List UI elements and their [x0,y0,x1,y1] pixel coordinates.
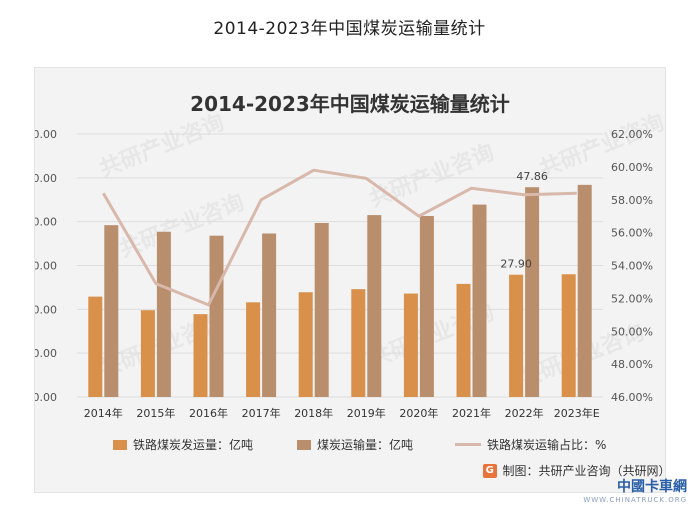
left-tick-label: 20.00 [35,303,57,316]
legend-item-rail: 铁路煤炭发运量：亿吨 [113,436,253,453]
bar-rail-coal-shipment [403,293,418,397]
bar-coal-transport-volume [262,233,277,397]
source-logo-icon: G [483,463,497,478]
right-tick-label: 60.00% [611,161,653,174]
chart-card: 共研产业咨询 共研产业咨询 共研产业咨询 共研产业咨询 共研产业咨询 共研产业咨… [34,67,671,493]
legend-line-ratio [455,443,481,446]
chart-title: 2014-2023年中国煤炭运输量统计 [190,92,510,116]
right-tick-label: 58.00% [611,194,653,207]
bar-rail-coal-shipment [140,310,155,397]
legend-label-coal: 煤炭运输量：亿吨 [317,438,414,452]
bar-rail-coal-shipment [246,302,261,397]
source-label: 制图：共研产业咨询（共研网） [502,464,671,478]
source-note: G 制图：共研产业咨询（共研网） [483,462,671,479]
right-tick-label: 46.00% [611,391,653,404]
right-tick-label: 62.00% [611,128,653,141]
bar-coal-transport-volume [367,215,382,397]
x-tick-label: 2023年E [554,406,600,420]
site-badge: 中國卡車網 WWW.CHINATRUCK.ORG [583,476,687,504]
left-tick-label: 50.00 [35,172,57,185]
x-tick-label: 2018年 [294,406,333,420]
badge-sub-text: WWW.CHINATRUCK.ORG [583,496,687,504]
bar-coal-transport-volume [419,215,434,397]
right-tick-label: 48.00% [611,358,653,371]
combo-chart: 0.00 10.00 20.00 30.00 40.00 50.00 60.00 46.00%… [35,128,653,420]
page-title: 2014-2023年中国煤炭运输量统计 [213,19,486,39]
left-tick-label: 40.00 [35,216,57,229]
bar-coal-transport-volume [577,184,592,397]
right-tick-label: 54.00% [611,260,653,273]
x-tick-label: 2021年 [452,406,491,420]
x-tick-label: 2020年 [399,406,438,420]
data-label: 47.86 [516,170,548,183]
legend-item-ratio: 铁路煤炭运输占比：% [455,436,606,453]
legend-swatch-coal [297,439,311,450]
left-tick-label: 60.00 [35,128,57,141]
legend-swatch-rail [113,439,127,450]
left-tick-label: 30.00 [35,260,57,273]
data-label: 27.90 [500,258,532,271]
bar-rail-coal-shipment [561,274,576,397]
bar-rail-coal-shipment [193,314,208,397]
bar-coal-transport-volume [472,204,487,397]
bar-coal-transport-volume [209,235,224,397]
bar-rail-coal-shipment [456,283,471,397]
bar-coal-transport-volume [314,222,329,397]
legend-label-rail: 铁路煤炭发运量：亿吨 [133,438,254,452]
legend-item-coal: 煤炭运输量：亿吨 [297,436,413,453]
line-rail-share [102,168,577,307]
x-tick-label: 2019年 [347,406,386,420]
bar-rail-coal-shipment [509,274,524,397]
bar-coal-transport-volume [104,225,119,397]
bar-coal-transport-volume [156,231,171,397]
right-tick-label: 52.00% [611,292,653,305]
left-tick-label: 0.00 [35,391,57,404]
bar-rail-coal-shipment [298,292,313,397]
bar-rail-coal-shipment [88,296,103,397]
x-tick-label: 2016年 [189,406,228,420]
right-tick-label: 50.00% [611,325,653,338]
x-tick-label: 2015年 [136,406,175,420]
x-tick-label: 2017年 [242,406,281,420]
x-tick-label: 2014年 [84,406,123,420]
x-tick-label: 2022年 [505,406,544,420]
right-tick-label: 56.00% [611,227,653,240]
badge-main-text: 中國卡車網 [617,479,687,495]
bar-coal-transport-volume [525,187,540,397]
left-tick-label: 10.00 [35,347,57,360]
bar-rail-coal-shipment [351,289,366,397]
legend-label-ratio: 铁路煤炭运输占比：% [487,438,607,452]
